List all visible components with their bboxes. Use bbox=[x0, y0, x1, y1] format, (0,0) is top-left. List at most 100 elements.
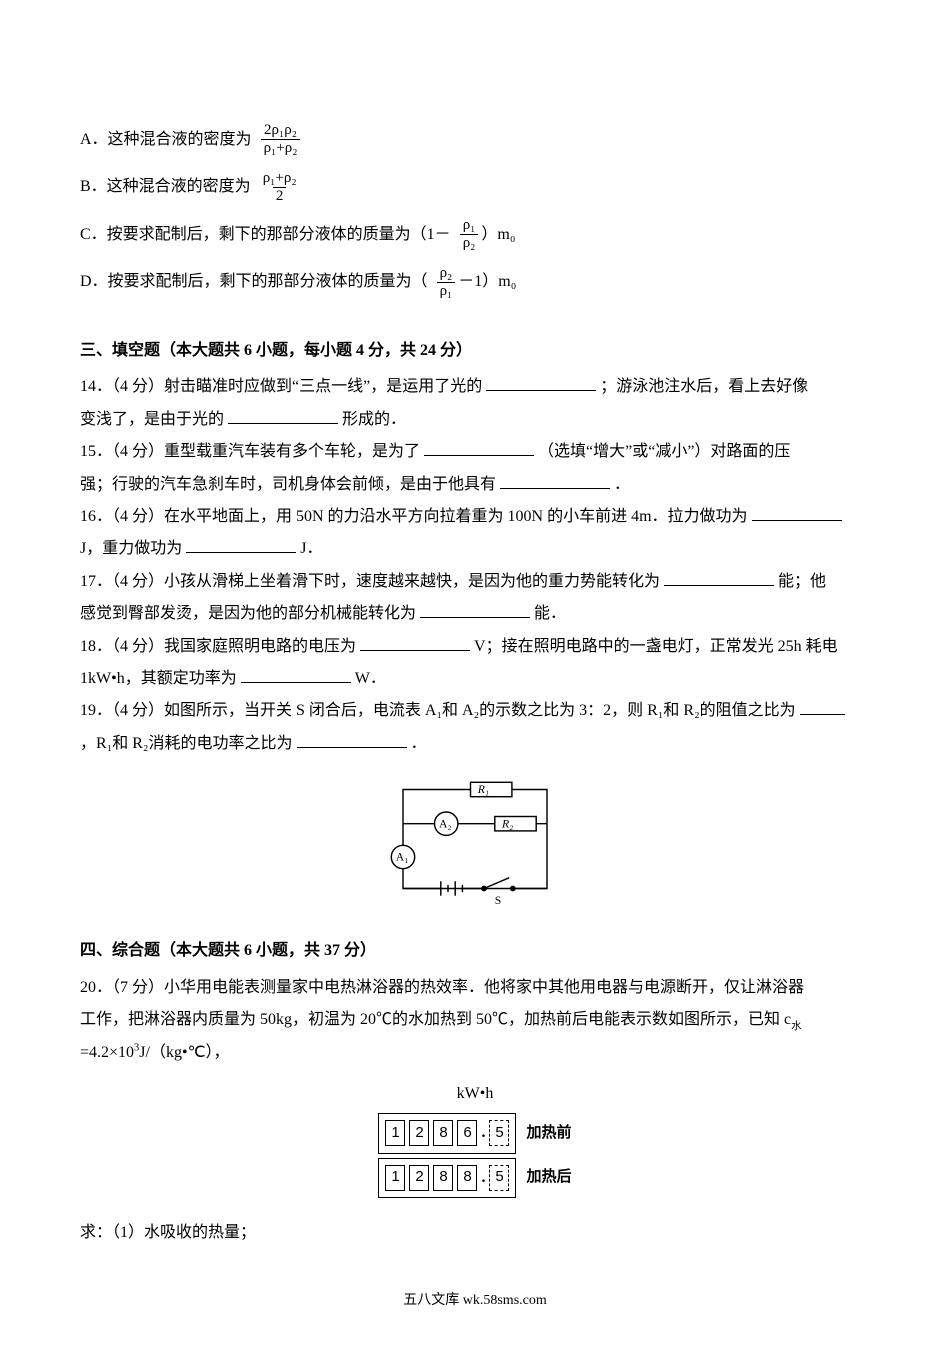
q16-line1: 16．（4 分）在水平地面上，用 50N 的力沿水平方向拉着重为 100N 的小… bbox=[80, 502, 870, 532]
q14-line1: 14．（4 分）射击瞄准时应做到“三点一线”，是运用了光的 ；游泳池注水后，看上… bbox=[80, 372, 870, 402]
q18a: 18．（4 分）我国家庭照明电路的电压为 bbox=[80, 638, 356, 655]
option-a: A．这种混合液的密度为 2ρ₁ρ₂ ρ₁+ρ₂ bbox=[80, 122, 870, 158]
meter-unit: kW•h bbox=[378, 1079, 571, 1109]
option-b: B．这种混合液的密度为 ρ₁+ρ₂ 2 bbox=[80, 170, 870, 206]
digit: 8 bbox=[433, 1120, 453, 1146]
opt-a-text: A．这种混合液的密度为 bbox=[80, 125, 252, 155]
blank[interactable] bbox=[360, 634, 470, 651]
q20-line2: 工作，把淋浴器内质量为 50kg，初温为 20℃的水加热到 50℃，加热前后电能… bbox=[80, 1005, 870, 1036]
q17d: 能． bbox=[534, 605, 566, 622]
q19a: 19．（4 分）如图所示，当开关 S 闭合后，电流表 A₁和 A₂的示数之比为 … bbox=[80, 702, 796, 719]
blank[interactable] bbox=[228, 407, 338, 424]
blank[interactable] bbox=[752, 504, 842, 521]
q16b: J，重力做功为 bbox=[80, 540, 182, 557]
q20c-pre: =4.2×10 bbox=[80, 1044, 134, 1061]
q18c: 1kW•h，其额定功率为 bbox=[80, 670, 237, 687]
q17c: 感觉到臀部发烫，是因为他的部分机械能转化为 bbox=[80, 605, 416, 622]
opt-b-frac: ρ₁+ρ₂ 2 bbox=[260, 170, 300, 206]
q14-line2: 变浅了，是由于光的 形成的． bbox=[80, 405, 870, 435]
digit: 1 bbox=[385, 1165, 405, 1191]
frac-num: 2ρ₁ρ₂ bbox=[261, 122, 300, 139]
r1-label: R₁ bbox=[477, 783, 489, 796]
q15c: 强；行驶的汽车急刹车时，司机身体会前倾，是由于他具有 bbox=[80, 476, 496, 493]
q15-line2: 强；行驶的汽车急刹车时，司机身体会前倾，是由于他具有 ． bbox=[80, 470, 870, 500]
blank[interactable] bbox=[424, 439, 534, 456]
q15a: 15．（4 分）重型载重汽车装有多个车轮，是为了 bbox=[80, 443, 420, 460]
blank[interactable] bbox=[664, 569, 774, 586]
circuit-svg: R₁ R₂ A₂ A₁ S bbox=[385, 769, 565, 909]
q14c: 变浅了，是由于光的 bbox=[80, 411, 224, 428]
meter-label-before: 加热前 bbox=[526, 1119, 571, 1148]
digit: 2 bbox=[409, 1120, 429, 1146]
option-c: C．按要求配制后，剩下的那部分液体的质量为（1－ ρ₁ ρ₂ ）m₀ bbox=[80, 217, 870, 253]
frac-den: ρ₂ bbox=[460, 234, 479, 252]
q17b: 能；他 bbox=[778, 573, 826, 590]
q15d: ． bbox=[614, 476, 630, 493]
dot: . bbox=[481, 1118, 485, 1148]
q19-line1: 19．（4 分）如图所示，当开关 S 闭合后，电流表 A₁和 A₂的示数之比为 … bbox=[80, 696, 870, 726]
q18-line2: 1kW•h，其额定功率为 W． bbox=[80, 664, 870, 694]
blank[interactable] bbox=[800, 699, 845, 716]
q20b-sub: 水 bbox=[791, 1021, 802, 1032]
meter-label-after: 加热后 bbox=[526, 1163, 571, 1192]
blank[interactable] bbox=[500, 472, 610, 489]
frac-den: 2 bbox=[273, 187, 287, 205]
q19-line2: ，R₁和 R₂消耗的电功率之比为 ． bbox=[80, 729, 870, 759]
q17a: 17．（4 分）小孩从滑梯上坐着滑下时，速度越来越快，是因为他的重力势能转化为 bbox=[80, 573, 660, 590]
q14a: 14．（4 分）射击瞄准时应做到“三点一线”，是运用了光的 bbox=[80, 378, 482, 395]
q17-line1: 17．（4 分）小孩从滑梯上坐着滑下时，速度越来越快，是因为他的重力势能转化为 … bbox=[80, 567, 870, 597]
frac-num: ρ₁ bbox=[460, 217, 479, 234]
opt-d-frac: ρ₂ ρ₁ bbox=[437, 265, 456, 301]
a1-label: A₁ bbox=[396, 851, 409, 864]
a2-label: A₂ bbox=[439, 817, 452, 830]
digit: 1 bbox=[385, 1120, 405, 1146]
blank[interactable] bbox=[420, 601, 530, 618]
q20b-pre: 工作，把淋浴器内质量为 50kg，初温为 20℃的水加热到 50℃，加热前后电能… bbox=[80, 1011, 791, 1028]
q18-line1: 18．（4 分）我国家庭照明电路的电压为 V；接在照明电路中的一盏电灯，正常发光… bbox=[80, 632, 870, 662]
frac-den: ρ₁+ρ₂ bbox=[261, 139, 301, 157]
opt-c-frac: ρ₁ ρ₂ bbox=[460, 217, 479, 253]
meter-box-after: 1 2 8 8 . 5 bbox=[378, 1158, 516, 1198]
circuit-figure: R₁ R₂ A₂ A₁ S bbox=[80, 769, 870, 920]
opt-d-text: D．按要求配制后，剩下的那部分液体的质量为（ bbox=[80, 267, 428, 297]
opt-a-frac: 2ρ₁ρ₂ ρ₁+ρ₂ bbox=[261, 122, 301, 158]
q16c: J． bbox=[300, 540, 322, 557]
s-label: S bbox=[495, 894, 502, 907]
blank[interactable] bbox=[241, 666, 351, 683]
frac-num: ρ₁+ρ₂ bbox=[260, 170, 300, 187]
blank[interactable] bbox=[486, 375, 596, 392]
section-3-header: 三、填空题（本大题共 6 小题，每小题 4 分，共 24 分） bbox=[80, 336, 870, 366]
digit: 2 bbox=[409, 1165, 429, 1191]
opt-d-suffix: －1）m₀ bbox=[458, 267, 516, 297]
blank[interactable] bbox=[297, 731, 407, 748]
meter-row-after: 1 2 8 8 . 5 加热后 bbox=[378, 1158, 571, 1198]
digit: 6 bbox=[457, 1120, 477, 1146]
q18d: W． bbox=[355, 670, 386, 687]
q16-line2: J，重力做功为 J． bbox=[80, 534, 870, 564]
q20-ask: 求：（1）水吸收的热量； bbox=[80, 1218, 870, 1248]
digit: 8 bbox=[433, 1165, 453, 1191]
blank[interactable] bbox=[186, 537, 296, 554]
q15-line1: 15．（4 分）重型载重汽车装有多个车轮，是为了 （选填“增大”或“减小”）对路… bbox=[80, 437, 870, 467]
meter-box-before: 1 2 8 6 . 5 bbox=[378, 1113, 516, 1153]
q20-line3: =4.2×103J/（kg•℃）， bbox=[80, 1038, 870, 1068]
dot: . bbox=[481, 1163, 485, 1193]
q19c: ． bbox=[411, 735, 427, 752]
q19b: ，R₁和 R₂消耗的电功率之比为 bbox=[80, 735, 293, 752]
opt-c-text: C．按要求配制后，剩下的那部分液体的质量为（1－ bbox=[80, 220, 451, 250]
opt-b-text: B．这种混合液的密度为 bbox=[80, 172, 251, 202]
q20c-post: J/（kg•℃）， bbox=[139, 1044, 229, 1061]
digit: 5 bbox=[489, 1165, 509, 1191]
q16a: 16．（4 分）在水平地面上，用 50N 的力沿水平方向拉着重为 100N 的小… bbox=[80, 508, 748, 525]
q20-line1: 20．（7 分）小华用电能表测量家中电热淋浴器的热效率．他将家中其他用电器与电源… bbox=[80, 973, 870, 1003]
q14b: ；游泳池注水后，看上去好像 bbox=[600, 378, 808, 395]
opt-c-suffix: ）m₀ bbox=[481, 220, 515, 250]
r2-label: R₂ bbox=[501, 817, 513, 830]
frac-den: ρ₁ bbox=[437, 282, 456, 300]
meter-figure: kW•h 1 2 8 6 . 5 加热前 1 2 8 8 . 5 加热后 bbox=[80, 1079, 870, 1202]
digit: 8 bbox=[457, 1165, 477, 1191]
q18b: V；接在照明电路中的一盏电灯，正常发光 25h 耗电 bbox=[474, 638, 838, 655]
q14d: 形成的． bbox=[342, 411, 406, 428]
section-4-header: 四、综合题（本大题共 6 小题，共 37 分） bbox=[80, 936, 870, 966]
digit: 5 bbox=[489, 1120, 509, 1146]
